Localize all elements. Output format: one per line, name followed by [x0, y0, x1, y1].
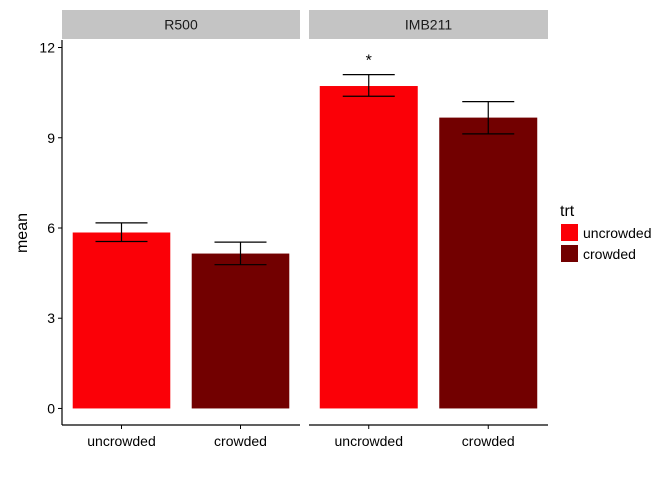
error-bar — [214, 241, 267, 266]
y-axis: 0 3 6 9 12 — [39, 40, 63, 425]
x-tick-label: uncrowded — [87, 433, 156, 449]
bar — [191, 253, 290, 409]
y-tick-label: 6 — [47, 220, 55, 236]
error-bar — [342, 73, 395, 97]
facet-panel: R500 uncrowded crowded — [62, 10, 300, 449]
x-tick-label: crowded — [462, 433, 515, 449]
error-bar — [95, 222, 148, 243]
y-tick-label: 3 — [47, 310, 55, 326]
y-tick-label: 0 — [47, 400, 55, 416]
facet-strip-label: IMB211 — [405, 17, 452, 33]
facet-strip-label: R500 — [164, 17, 198, 33]
facet-panel: IMB211 * uncrowded crowded — [309, 10, 548, 449]
y-axis-title: mean — [14, 213, 31, 253]
legend-swatch — [561, 245, 578, 262]
legend-label: uncrowded — [583, 225, 652, 241]
bar — [439, 117, 538, 409]
legend-swatch — [561, 224, 578, 241]
error-bar — [462, 101, 515, 135]
y-tick-label: 9 — [47, 130, 55, 146]
x-tick-label: uncrowded — [335, 433, 404, 449]
significance-annotation: * — [366, 53, 372, 70]
panels-layer: R500 uncrowded crowded IMB211 * uncrowded crow… — [62, 10, 548, 449]
facet-strip — [62, 10, 300, 39]
facet-strip — [309, 10, 548, 39]
legend-label: crowded — [583, 246, 636, 262]
legend: trt uncrowded crowded — [560, 203, 652, 262]
y-tick-label: 12 — [39, 40, 55, 56]
bar — [319, 86, 418, 409]
legend-title: trt — [560, 203, 575, 220]
x-tick-label: crowded — [214, 433, 267, 449]
bar — [72, 232, 171, 409]
